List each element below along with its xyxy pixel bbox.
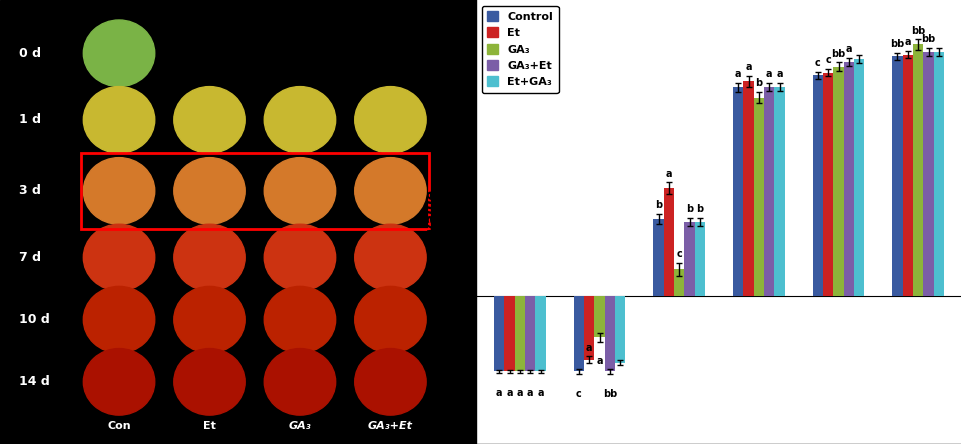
Circle shape <box>264 87 335 153</box>
Text: GA₃: GA₃ <box>288 420 311 431</box>
Text: c: c <box>814 58 820 68</box>
Text: 3 d: 3 d <box>19 184 41 198</box>
Text: c: c <box>676 249 681 259</box>
Text: Con: Con <box>107 420 131 431</box>
Bar <box>743 81 752 296</box>
Bar <box>912 44 923 296</box>
Text: 7 d: 7 d <box>19 251 41 264</box>
Bar <box>614 296 625 363</box>
Y-axis label: a* value: a* value <box>425 190 438 254</box>
Text: a: a <box>585 343 592 353</box>
Bar <box>594 296 604 337</box>
Text: a: a <box>537 388 543 398</box>
Bar <box>933 52 943 296</box>
Bar <box>674 270 683 296</box>
Bar <box>732 87 743 296</box>
Bar <box>823 72 832 296</box>
Text: a: a <box>903 37 910 48</box>
Circle shape <box>264 286 335 353</box>
Bar <box>535 296 545 372</box>
Bar <box>763 87 774 296</box>
Text: Et: Et <box>203 420 215 431</box>
Bar <box>923 52 933 296</box>
Circle shape <box>84 224 155 291</box>
Text: a: a <box>496 388 502 398</box>
Bar <box>892 56 901 296</box>
Text: a: a <box>745 62 751 72</box>
Text: 14 d: 14 d <box>19 375 50 388</box>
Bar <box>832 67 843 296</box>
Circle shape <box>264 224 335 291</box>
Circle shape <box>264 158 335 224</box>
Bar <box>683 222 694 296</box>
Text: 1 d: 1 d <box>19 113 41 127</box>
Circle shape <box>84 158 155 224</box>
Text: b: b <box>685 204 693 214</box>
Bar <box>843 62 853 296</box>
Bar <box>812 75 823 296</box>
Text: 0 d: 0 d <box>19 47 41 60</box>
Text: c: c <box>576 389 581 399</box>
Text: a: a <box>527 388 533 398</box>
Bar <box>525 296 535 372</box>
Bar <box>694 222 704 296</box>
Text: 10 d: 10 d <box>19 313 50 326</box>
Text: b: b <box>696 204 702 214</box>
Circle shape <box>84 286 155 353</box>
Text: a: a <box>776 69 782 79</box>
Text: b: b <box>754 78 762 88</box>
Circle shape <box>84 20 155 87</box>
Bar <box>901 55 912 296</box>
Bar <box>81 153 428 229</box>
Circle shape <box>174 224 245 291</box>
Circle shape <box>355 286 426 353</box>
Text: bb: bb <box>603 389 616 399</box>
Text: a: a <box>665 169 672 178</box>
Legend: Control, Et, GA₃, GA₃+Et, Et+GA₃: Control, Et, GA₃, GA₃+Et, Et+GA₃ <box>481 6 558 93</box>
Text: bb: bb <box>830 49 845 59</box>
Circle shape <box>174 349 245 415</box>
Text: a: a <box>845 44 851 54</box>
Bar <box>604 296 614 372</box>
Bar <box>853 59 864 296</box>
Bar <box>514 296 525 372</box>
Bar <box>504 296 514 372</box>
Bar <box>663 188 674 296</box>
Text: a: a <box>505 388 512 398</box>
Circle shape <box>355 349 426 415</box>
Bar <box>752 98 763 296</box>
Bar <box>494 296 504 372</box>
Circle shape <box>355 224 426 291</box>
Circle shape <box>174 286 245 353</box>
Bar <box>653 219 663 296</box>
Bar <box>774 87 784 296</box>
Circle shape <box>84 87 155 153</box>
Circle shape <box>174 87 245 153</box>
Bar <box>583 296 594 360</box>
Circle shape <box>264 349 335 415</box>
Circle shape <box>84 349 155 415</box>
Text: a: a <box>765 69 772 79</box>
Text: c: c <box>825 55 830 65</box>
Text: a: a <box>516 388 523 398</box>
Circle shape <box>174 158 245 224</box>
Text: b: b <box>654 200 661 210</box>
Text: bb: bb <box>921 34 935 44</box>
Circle shape <box>355 87 426 153</box>
Text: bb: bb <box>910 25 924 36</box>
Text: a: a <box>734 69 741 79</box>
Circle shape <box>355 158 426 224</box>
Text: bb: bb <box>890 39 903 49</box>
Text: GA₃+Et: GA₃+Et <box>367 420 412 431</box>
Bar <box>573 296 583 372</box>
Text: a: a <box>596 357 603 366</box>
